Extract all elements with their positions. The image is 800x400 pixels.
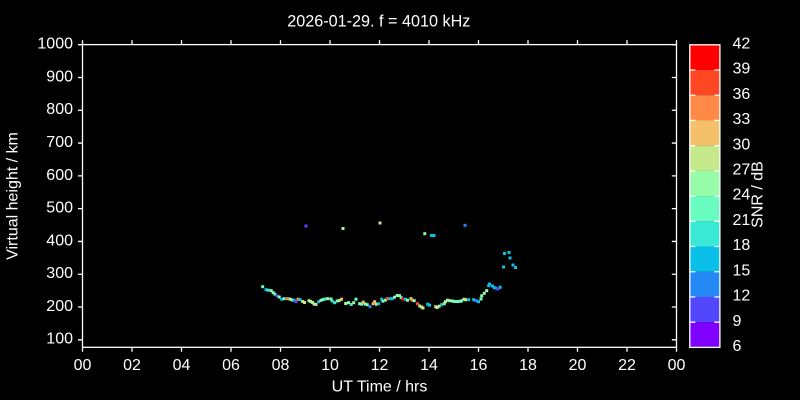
svg-text:36: 36: [733, 86, 751, 103]
svg-text:6: 6: [733, 338, 742, 355]
svg-text:800: 800: [46, 101, 73, 118]
svg-text:UT Time / hrs: UT Time / hrs: [332, 379, 428, 396]
svg-text:15: 15: [733, 262, 751, 279]
svg-text:33: 33: [733, 111, 751, 128]
svg-text:300: 300: [46, 265, 73, 282]
svg-text:900: 900: [46, 68, 73, 85]
svg-text:Virtual height / km: Virtual height / km: [5, 132, 22, 260]
svg-text:02: 02: [123, 357, 141, 374]
svg-text:12: 12: [733, 288, 751, 305]
svg-text:42: 42: [733, 35, 751, 52]
svg-text:00: 00: [74, 357, 92, 374]
svg-text:100: 100: [46, 331, 73, 348]
svg-text:10: 10: [321, 357, 339, 374]
svg-text:00: 00: [668, 357, 686, 374]
svg-text:9: 9: [733, 313, 742, 330]
svg-text:1000: 1000: [37, 36, 73, 53]
svg-text:500: 500: [46, 200, 73, 217]
svg-text:21: 21: [733, 212, 751, 229]
svg-text:400: 400: [46, 232, 73, 249]
svg-text:200: 200: [46, 298, 73, 315]
svg-text:SNR / dB: SNR / dB: [749, 161, 766, 228]
svg-text:20: 20: [569, 357, 587, 374]
svg-text:06: 06: [222, 357, 240, 374]
svg-text:04: 04: [173, 357, 191, 374]
svg-text:600: 600: [46, 167, 73, 184]
svg-text:27: 27: [733, 161, 751, 178]
svg-text:08: 08: [272, 357, 290, 374]
svg-text:2026-01-29. f = 4010 kHz: 2026-01-29. f = 4010 kHz: [287, 13, 470, 31]
svg-text:16: 16: [470, 357, 488, 374]
svg-text:14: 14: [420, 357, 438, 374]
svg-text:30: 30: [733, 136, 751, 153]
svg-text:22: 22: [618, 357, 636, 374]
svg-text:18: 18: [733, 237, 751, 254]
svg-text:39: 39: [733, 61, 751, 78]
svg-text:12: 12: [371, 357, 389, 374]
svg-text:24: 24: [733, 187, 751, 204]
svg-text:700: 700: [46, 134, 73, 151]
svg-text:18: 18: [519, 357, 537, 374]
